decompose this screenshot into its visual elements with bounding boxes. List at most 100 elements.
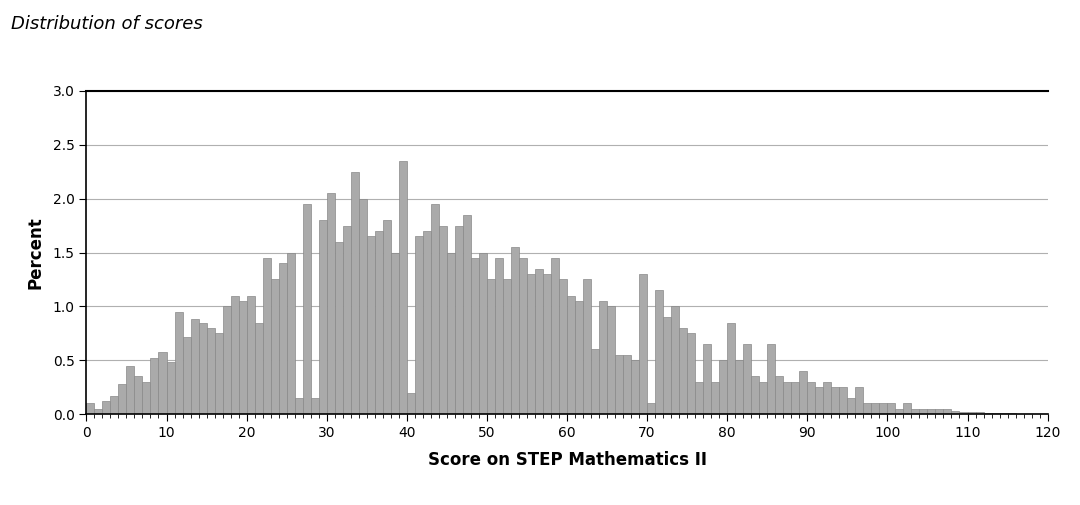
Bar <box>752 376 759 414</box>
Bar <box>110 396 119 414</box>
Bar <box>944 409 951 414</box>
Bar <box>895 409 903 414</box>
Bar <box>607 307 616 414</box>
Y-axis label: Percent: Percent <box>26 216 44 289</box>
Bar <box>119 384 126 414</box>
Bar <box>696 382 703 414</box>
Bar <box>984 413 991 414</box>
Bar <box>438 226 447 414</box>
Bar <box>823 382 832 414</box>
Bar <box>839 387 848 414</box>
Bar <box>311 398 319 414</box>
Bar <box>735 360 743 414</box>
Bar <box>543 274 551 414</box>
Bar <box>815 387 823 414</box>
Bar <box>975 412 984 414</box>
Bar <box>959 412 968 414</box>
Text: Distribution of scores: Distribution of scores <box>11 15 203 33</box>
Bar <box>342 226 351 414</box>
Bar <box>928 409 935 414</box>
Bar <box>687 333 696 414</box>
Bar <box>863 403 872 414</box>
Bar <box>94 409 103 414</box>
Bar <box>991 413 1000 414</box>
Bar <box>703 344 711 414</box>
Bar <box>623 355 631 414</box>
Bar <box>375 231 382 414</box>
Bar <box>262 258 271 414</box>
Bar <box>159 351 166 414</box>
Bar <box>567 295 575 414</box>
Bar <box>286 252 295 414</box>
Bar <box>455 226 463 414</box>
Bar <box>415 236 422 414</box>
Bar <box>135 376 143 414</box>
Bar <box>447 252 455 414</box>
Bar <box>903 403 912 414</box>
Bar <box>775 376 783 414</box>
Bar <box>175 312 183 414</box>
Bar <box>935 409 944 414</box>
Bar <box>150 358 159 414</box>
Bar <box>103 401 110 414</box>
Bar <box>807 382 815 414</box>
Bar <box>527 274 535 414</box>
Bar <box>359 198 367 414</box>
Bar <box>351 172 359 414</box>
Bar <box>143 382 150 414</box>
Bar <box>319 220 326 414</box>
Bar <box>326 193 335 414</box>
Bar <box>832 387 839 414</box>
Bar <box>559 279 567 414</box>
Bar <box>126 366 135 414</box>
Bar <box>511 247 518 414</box>
Bar <box>423 231 431 414</box>
Bar <box>231 295 239 414</box>
Bar <box>599 301 607 414</box>
Bar <box>727 323 735 414</box>
Bar <box>190 319 199 414</box>
Bar <box>912 409 919 414</box>
X-axis label: Score on STEP Mathematics II: Score on STEP Mathematics II <box>428 451 706 469</box>
Bar <box>792 382 799 414</box>
Bar <box>951 411 959 414</box>
Bar <box>471 258 478 414</box>
Bar <box>222 307 231 414</box>
Bar <box>487 279 495 414</box>
Bar <box>583 279 591 414</box>
Bar <box>478 252 487 414</box>
Bar <box>767 344 775 414</box>
Bar <box>183 336 190 414</box>
Bar <box>495 258 503 414</box>
Bar <box>463 215 471 414</box>
Bar <box>671 307 679 414</box>
Bar <box>215 333 222 414</box>
Bar <box>518 258 527 414</box>
Bar <box>535 269 543 414</box>
Bar <box>279 263 286 414</box>
Bar <box>295 398 302 414</box>
Bar <box>246 295 255 414</box>
Bar <box>647 403 656 414</box>
Bar <box>255 323 262 414</box>
Bar <box>783 382 792 414</box>
Bar <box>239 301 246 414</box>
Bar <box>302 204 311 414</box>
Bar <box>391 252 399 414</box>
Bar <box>855 387 863 414</box>
Bar <box>719 360 727 414</box>
Bar <box>166 363 175 414</box>
Bar <box>1000 413 1008 414</box>
Bar <box>431 204 438 414</box>
Bar <box>591 349 599 414</box>
Bar <box>199 323 206 414</box>
Bar <box>86 403 94 414</box>
Bar <box>743 344 752 414</box>
Bar <box>1008 413 1015 414</box>
Bar <box>271 279 279 414</box>
Bar <box>888 403 895 414</box>
Bar <box>799 371 807 414</box>
Bar <box>759 382 767 414</box>
Bar <box>879 403 888 414</box>
Bar <box>503 279 511 414</box>
